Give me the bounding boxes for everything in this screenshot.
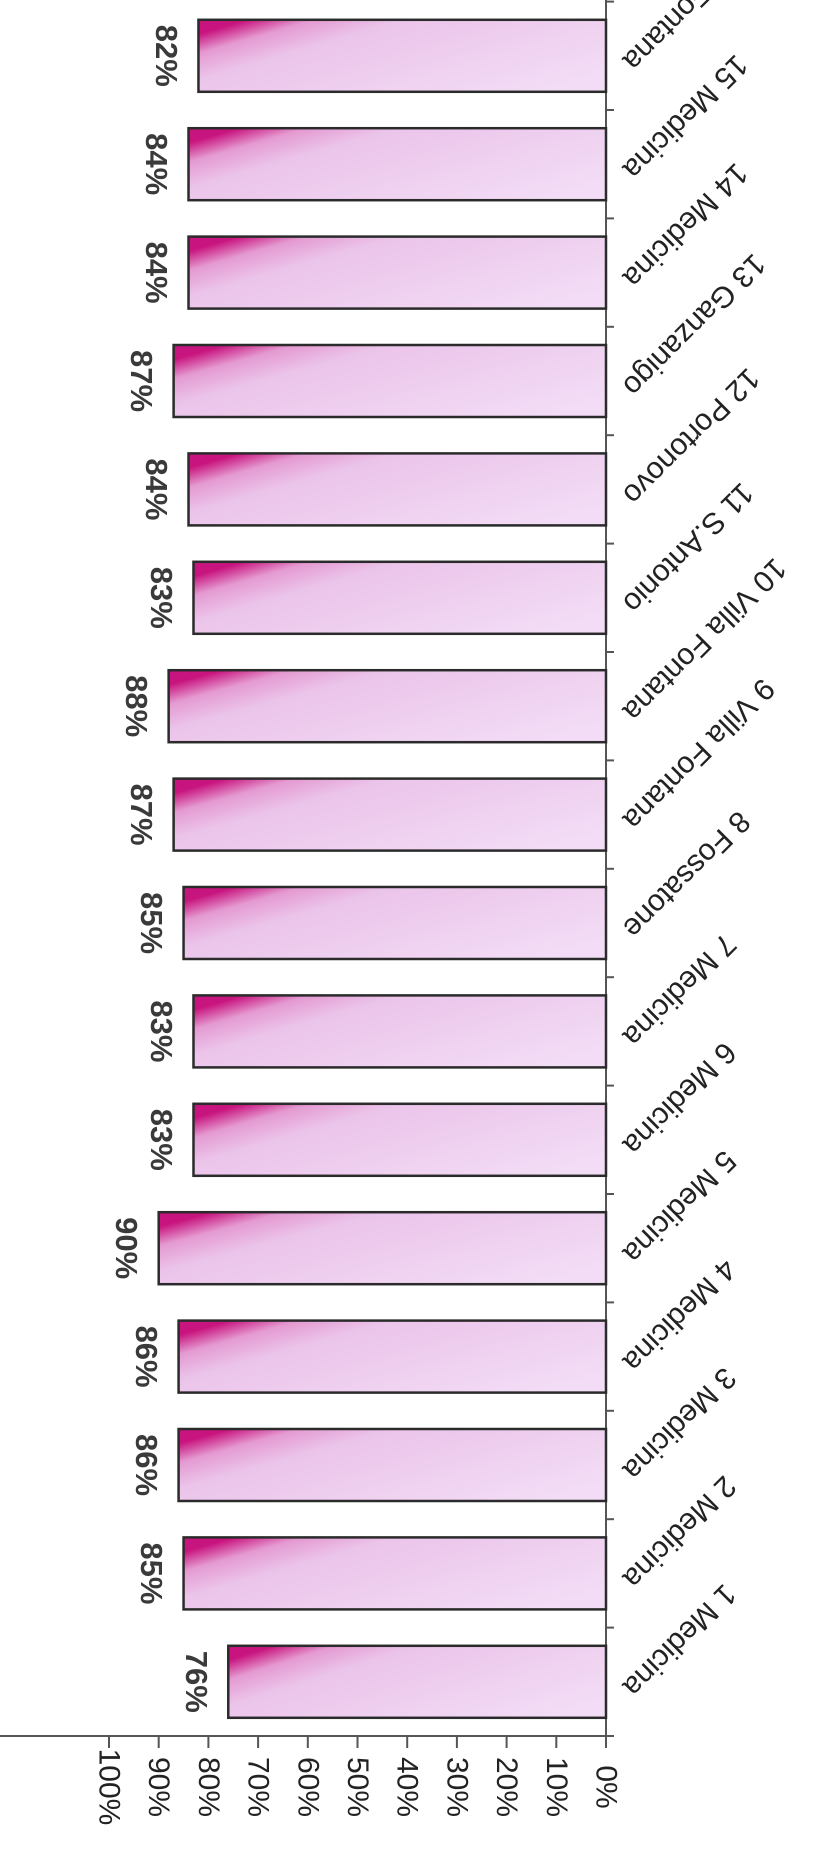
bar: [192, 1102, 608, 1178]
value-tick-label: 80%: [192, 1757, 225, 1817]
bar: [167, 668, 608, 744]
bar-value-label: 86%: [129, 1434, 164, 1496]
bar: [192, 994, 608, 1069]
category-label: 2 Medicina: [616, 1469, 742, 1595]
bar: [177, 1319, 608, 1394]
bar-value-label: 87%: [124, 350, 159, 412]
bar-value-label: 85%: [134, 892, 169, 954]
bar: [157, 1210, 608, 1286]
bar: [187, 235, 608, 310]
bar-value-label: 76%: [179, 1651, 214, 1713]
bar: [187, 126, 608, 202]
bar: [227, 1644, 608, 1720]
value-tick-label: 20%: [490, 1757, 523, 1817]
value-tick-label: 50%: [341, 1757, 374, 1817]
value-tick-label: 30%: [440, 1757, 473, 1817]
bar: [197, 18, 608, 94]
category-label: 7 Medicina: [616, 927, 742, 1053]
bar: [187, 452, 608, 527]
bar-value-label: 84%: [139, 242, 174, 304]
bar-value-label: 84%: [139, 133, 174, 195]
category-label: 5 Medicina: [616, 1144, 742, 1270]
bar-value-label: 83%: [144, 567, 179, 629]
bar: [182, 1536, 608, 1611]
bar-value-label: 83%: [144, 1000, 179, 1062]
category-label: 1 Medicina: [616, 1578, 742, 1704]
value-labels: 76% 85% 86% 86% 90% 83% 83% 85% 87% 88% 83% 84% 87% 8…: [109, 25, 214, 1713]
bar: [172, 777, 608, 852]
value-tick-label: 100%: [93, 1749, 126, 1826]
category-label: 3 Medicina: [616, 1361, 742, 1487]
value-axis-ticks: 0% 10% 20% 30% 40% 50% 60% 70% 80% 90% 100%: [93, 0, 623, 1826]
chart-rotated-group: 0% 10% 20% 30% 40% 50% 60% 70% 80% 90% 100% 76% 85%…: [0, 0, 793, 1825]
value-tick-label: 0%: [590, 1765, 623, 1808]
bar-value-label: 90%: [109, 1217, 144, 1279]
bar-value-label: 83%: [144, 1109, 179, 1171]
bar: [177, 1427, 608, 1503]
category-label: 4 Medicina: [616, 1252, 742, 1378]
bars: [157, 18, 608, 1720]
bar-value-label: 86%: [129, 1326, 164, 1388]
value-tick-label: 90%: [142, 1757, 175, 1817]
value-tick-label: 70%: [242, 1757, 275, 1817]
category-label: 16 Villa Fontana: [616, 0, 792, 78]
bar-value-label: 82%: [149, 25, 184, 87]
bar-value-label: 87%: [124, 784, 159, 846]
bar: [182, 885, 608, 961]
bar-value-label: 85%: [134, 1542, 169, 1604]
value-tick-label: 40%: [391, 1757, 424, 1817]
value-tick-label: 10%: [540, 1757, 573, 1817]
bar-value-label: 88%: [119, 675, 154, 737]
category-label: 6 Medicina: [616, 1036, 742, 1162]
bar: [172, 343, 608, 419]
bar: [192, 560, 608, 636]
value-tick-label: 60%: [291, 1757, 324, 1817]
bar-value-label: 84%: [139, 458, 174, 520]
